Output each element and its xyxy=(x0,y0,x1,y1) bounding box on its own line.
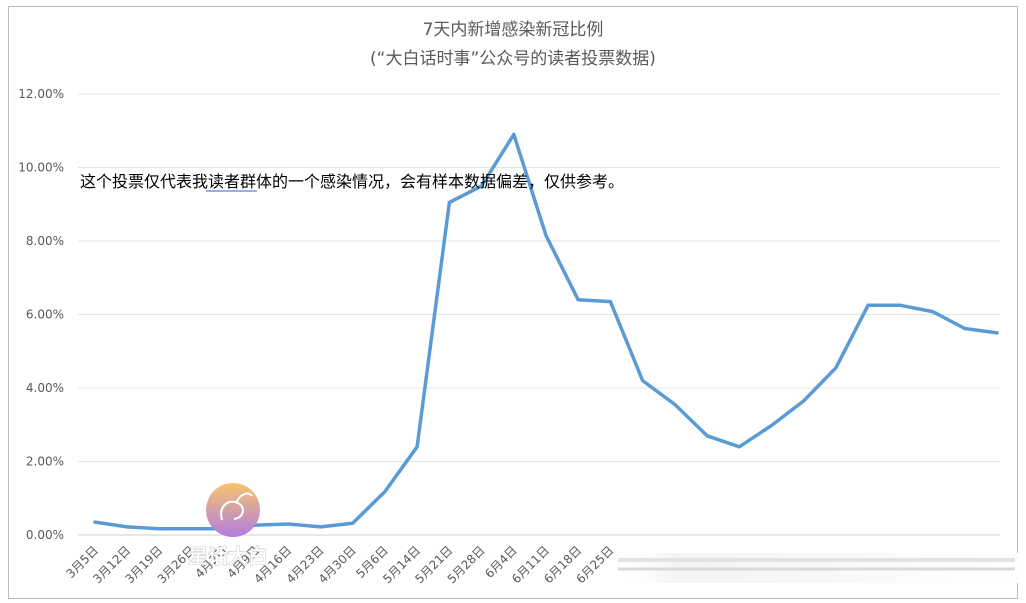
y-tick-label: 6.00% xyxy=(26,308,64,322)
data-point xyxy=(802,399,806,403)
annotation-text: 这个投票仅代表我读者群体的一个感染情况，会有样本数据偏差，仅供参考。 xyxy=(80,172,624,191)
data-point xyxy=(834,366,838,370)
y-tick-label: 10.00% xyxy=(18,161,64,175)
data-point xyxy=(383,490,387,494)
data-point xyxy=(351,521,355,525)
data-point xyxy=(963,326,967,331)
data-point xyxy=(641,379,645,383)
data-point xyxy=(157,527,162,531)
y-axis-ticks: 0.00% 2.00% 4.00% 6.00% 8.00% 10.00% 12.00% xyxy=(18,87,64,542)
chart-frame xyxy=(8,6,1018,599)
data-point xyxy=(318,525,323,529)
chart-title: 7天内新增感染新冠比例 xyxy=(423,20,604,40)
data-point xyxy=(93,520,97,524)
data-point xyxy=(995,331,999,335)
rabbit-icon xyxy=(220,492,253,521)
data-point xyxy=(769,423,774,428)
data-point xyxy=(544,233,548,238)
data-point xyxy=(737,445,741,449)
data-point xyxy=(415,445,419,449)
data-point xyxy=(930,309,935,314)
data-point xyxy=(512,132,516,137)
data-point xyxy=(479,184,484,188)
y-tick-label: 12.00% xyxy=(18,87,64,101)
series-line xyxy=(93,132,999,531)
chart-subtitle: (“大白话时事”公众号的读者投票数据) xyxy=(370,49,656,69)
series-layer xyxy=(93,132,999,531)
data-point xyxy=(576,298,580,302)
watermark-circle xyxy=(206,483,260,537)
data-point xyxy=(866,303,870,307)
x-axis-ticks: 3月5日3月12日3月19日3月26日4月2日4月9日4月16日4月23日4月3… xyxy=(63,543,616,586)
y-tick-label: 0.00% xyxy=(26,528,64,542)
data-point xyxy=(673,402,677,407)
data-point xyxy=(190,527,194,531)
data-point xyxy=(286,522,290,526)
y-tick-label: 2.00% xyxy=(26,455,64,469)
data-point xyxy=(705,434,709,438)
watermark-text: 星话大白 xyxy=(188,544,268,568)
data-point xyxy=(898,303,902,307)
y-tick-label: 4.00% xyxy=(26,381,64,395)
watermark-logo: 星话大白 xyxy=(188,483,268,568)
y-tick-label: 8.00% xyxy=(26,234,64,248)
data-point xyxy=(447,200,451,205)
data-point xyxy=(608,300,613,304)
data-point xyxy=(125,525,129,529)
